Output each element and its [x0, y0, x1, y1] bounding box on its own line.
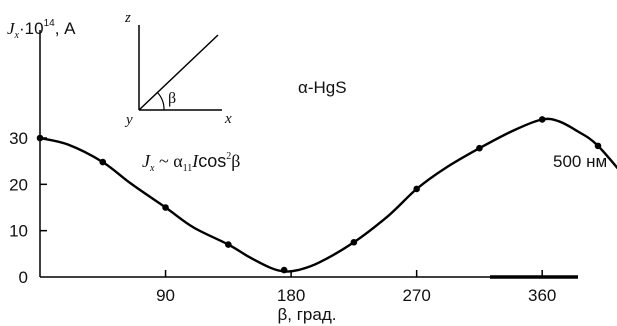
series-line-500nm: [38, 117, 617, 273]
data-point-7: [476, 144, 483, 152]
y-ticks: 0 10 20 30: [9, 129, 47, 287]
x-axis-title: β, град.: [278, 305, 337, 324]
inset-angle-label: β: [168, 90, 176, 107]
x-tick-label-90: 90: [156, 286, 175, 305]
compound-label: α-HgS: [298, 78, 347, 97]
formula-label: Jx ~ α11Icos2β: [142, 151, 240, 174]
y-tick-label-0: 0: [19, 268, 28, 287]
inset-y-label: y: [124, 112, 133, 128]
data-point-2: [162, 204, 169, 211]
x-tick-label-180: 180: [277, 286, 305, 305]
data-point-3: [225, 241, 232, 248]
inset-z-label: z: [124, 10, 131, 26]
y-tick-label-20: 20: [9, 175, 28, 194]
data-point-5: [350, 238, 358, 246]
y-tick-label-10: 10: [9, 222, 28, 241]
x-ticks: 90 180 270 360: [156, 270, 556, 305]
wavelength-label: 500 нм: [553, 152, 607, 171]
x-tick-label-270: 270: [402, 286, 430, 305]
data-point-1: [99, 158, 107, 166]
y-axis-title: Jx·1014, А: [7, 18, 76, 41]
data-point-6: [413, 185, 420, 193]
series-markers: [36, 116, 602, 274]
x-tick-label-360: 360: [528, 286, 556, 305]
inset-direction-line: [138, 34, 219, 111]
coordinate-inset: z x y β: [124, 10, 232, 128]
data-point-4: [280, 266, 288, 274]
data-point-0: [36, 134, 44, 142]
inset-angle-arc: [156, 91, 165, 111]
data-point-9: [594, 142, 602, 150]
data-point-8: [538, 116, 546, 123]
inset-x-label: x: [224, 111, 232, 127]
y-tick-label-30: 30: [9, 129, 28, 148]
